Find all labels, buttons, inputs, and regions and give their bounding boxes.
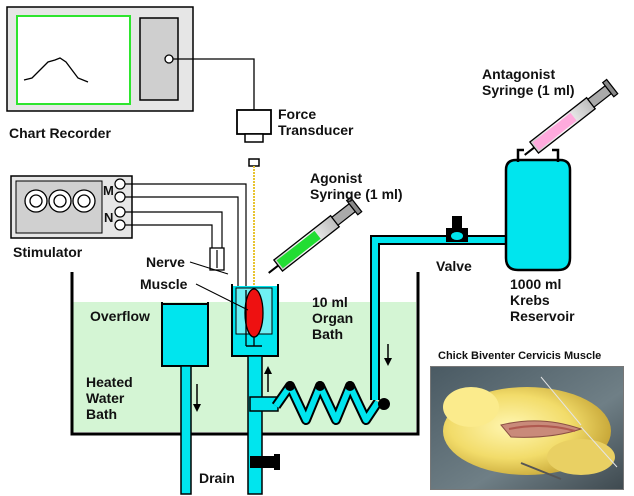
- flow-arrow-down: [384, 344, 392, 366]
- water-bath-label-line2: Water: [86, 390, 125, 406]
- organ-bath-label-line3: Bath: [312, 326, 344, 342]
- stimulator-wires: [125, 183, 247, 288]
- agonist-label-line1: Agonist: [310, 170, 363, 186]
- supply-valve[interactable]: [446, 216, 468, 242]
- photo-caption: Chick Biventer Cervicis Muscle: [438, 350, 602, 362]
- stimulator-socket: [114, 206, 126, 218]
- water-bath-label-line1: Heated: [86, 374, 133, 390]
- organ-bath-label-line1: 10 ml: [312, 294, 348, 310]
- stimulator-dial[interactable]: [24, 189, 48, 213]
- force-transducer: [236, 109, 272, 167]
- organ-bath-stem: [247, 355, 263, 495]
- force-transducer-label-line2: Transducer: [278, 122, 354, 138]
- stimulator-dial[interactable]: [72, 189, 96, 213]
- overflow-label: Overflow: [90, 308, 150, 324]
- flow-arrow-down: [193, 384, 201, 412]
- chart-trace: [23, 57, 89, 83]
- stimulator-label: Stimulator: [13, 244, 83, 260]
- organ-bath: [231, 284, 279, 357]
- organ-bath-label-line2: Organ: [312, 310, 354, 326]
- nerve-label: Nerve: [146, 254, 185, 270]
- stimulator-dial[interactable]: [48, 189, 72, 213]
- water-bath-tank: [70, 272, 420, 436]
- stimulator-socket: [114, 191, 126, 203]
- antagonist-label-line2: Syringe (1 ml): [482, 82, 575, 98]
- overflow-vessel: [161, 302, 209, 495]
- reservoir-label-line2: Krebs: [510, 292, 550, 308]
- chick-muscle-photo: [430, 366, 624, 490]
- stimulator-n-label: N: [104, 210, 114, 225]
- overflow-drain-pipe: [180, 365, 192, 495]
- drain-label: Drain: [199, 470, 235, 486]
- flow-arrow-up: [264, 366, 272, 392]
- leader-lines: [189, 261, 249, 311]
- agonist-label-line2: Syringe (1 ml): [310, 186, 403, 202]
- stimulator-m-label: M: [103, 183, 114, 198]
- krebs-reservoir: [504, 148, 572, 272]
- reservoir-label-line1: 1000 ml: [510, 276, 562, 292]
- krebs-supply-line: [370, 235, 520, 400]
- stimulator-socket: [114, 178, 126, 190]
- force-transducer-label-line1: Force: [278, 106, 317, 122]
- drain-stopcock[interactable]: [250, 454, 280, 470]
- muscle: [244, 288, 264, 338]
- recorder-cable: [173, 58, 255, 112]
- antagonist-syringe[interactable]: [519, 78, 619, 163]
- reservoir-label-line3: Reservoir: [510, 308, 575, 324]
- nerve-electrode: [209, 247, 225, 271]
- valve-label: Valve: [436, 258, 472, 274]
- heating-coil: [249, 381, 390, 425]
- water-bath-label-line3: Bath: [86, 406, 118, 422]
- agonist-syringe[interactable]: [263, 196, 363, 281]
- recorder-input-socket: [164, 54, 174, 64]
- chart-paper: [16, 15, 131, 105]
- chart-recorder: [6, 6, 194, 112]
- chart-recorder-label: Chart Recorder: [9, 125, 111, 141]
- stimulator: [10, 175, 133, 239]
- stimulator-socket: [114, 219, 126, 231]
- transducer-hook: [248, 158, 260, 167]
- antagonist-label-line1: Antagonist: [482, 66, 556, 82]
- muscle-label: Muscle: [140, 276, 188, 292]
